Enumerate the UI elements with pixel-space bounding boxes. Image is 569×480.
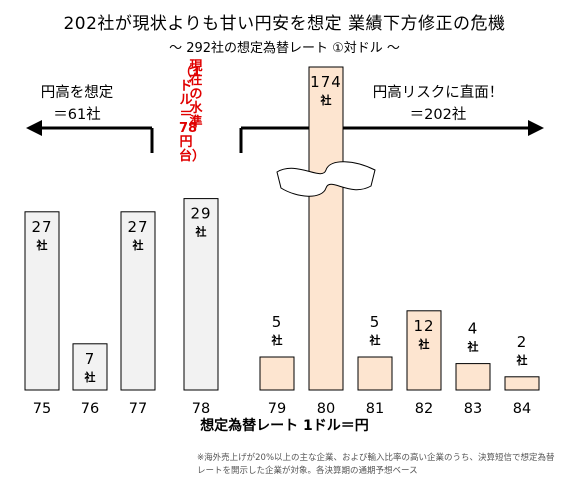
chart-subtitle: ～ 292社の想定為替レート ①対ドル ～ (169, 41, 400, 56)
left-group-title: 円高を想定 (40, 85, 114, 101)
right-group-title: 円高リスクに直面！ (372, 85, 504, 101)
bar-82 (406, 310, 442, 391)
tick-label-78: 78 (192, 401, 210, 417)
bar-value-80: 174 (310, 73, 342, 91)
footnote: ※海外売上げが20%以上の主な企業、および輸入比率の高い企業のうち、決算短信で想… (197, 453, 555, 476)
tick-label-82: 82 (415, 401, 433, 417)
bar-value-84: 2 (517, 333, 528, 351)
bar-77 (120, 211, 156, 391)
bar-value-77: 27 (127, 218, 148, 236)
bar-value-83: 4 (468, 320, 479, 338)
bar-unit-80: 社 (320, 93, 332, 107)
left-group-arrowhead (26, 120, 42, 136)
tick-label-80: 80 (317, 401, 335, 417)
tick-label-75: 75 (33, 401, 51, 417)
axis-break-mark (276, 161, 376, 197)
tick-label-83: 83 (464, 401, 482, 417)
tick-label-79: 79 (268, 401, 286, 417)
bar-unit-79: 社 (271, 333, 283, 347)
bar-unit-75: 社 (36, 238, 48, 252)
bar-80 (308, 66, 344, 391)
tick-label-81: 81 (366, 401, 384, 417)
bar-value-75: 27 (31, 218, 52, 236)
bar-value-76: 7 (85, 350, 96, 368)
bar-83 (455, 363, 491, 391)
bar-78 (183, 198, 219, 391)
bar-unit-76: 社 (84, 370, 96, 384)
right-group-label: 円高リスクに直面！ ＝202社 (348, 82, 528, 126)
bar-79 (259, 356, 295, 391)
bar-75 (24, 211, 60, 391)
bar-unit-78: 社 (195, 225, 207, 239)
current-level-annotation: 現在の水準 （1ドル＝78円台） (177, 59, 223, 164)
tick-label-76: 76 (81, 401, 99, 417)
chart-title: 202社が現状よりも甘い円安を想定 業績下方修正の危機 (63, 14, 506, 34)
bar-84 (504, 376, 540, 391)
bar-unit-84: 社 (516, 353, 528, 367)
bar-unit-77: 社 (132, 238, 144, 252)
bar-unit-81: 社 (369, 333, 381, 347)
left-group-label: 円高を想定 ＝61社 (18, 82, 136, 126)
tick-label-77: 77 (129, 401, 147, 417)
bar-value-78: 29 (190, 205, 211, 223)
current-level-main: 現在の水準 (189, 59, 203, 130)
left-group-count: ＝61社 (53, 107, 101, 123)
bar-value-81: 5 (370, 313, 381, 331)
tick-label-84: 84 (513, 401, 531, 417)
bar-value-79: 5 (272, 313, 283, 331)
bar-81 (357, 356, 393, 391)
bar-value-82: 12 (413, 317, 434, 335)
bar-unit-83: 社 (467, 340, 479, 354)
bar-76 (72, 343, 108, 391)
bar-unit-82: 社 (418, 337, 430, 351)
right-group-arrowhead (528, 120, 544, 136)
right-group-count: ＝202社 (409, 107, 467, 123)
current-level-sub: （1ドル＝78円台） (179, 65, 206, 164)
x-axis-label: 想定為替レート 1ドル＝円 (200, 418, 369, 434)
